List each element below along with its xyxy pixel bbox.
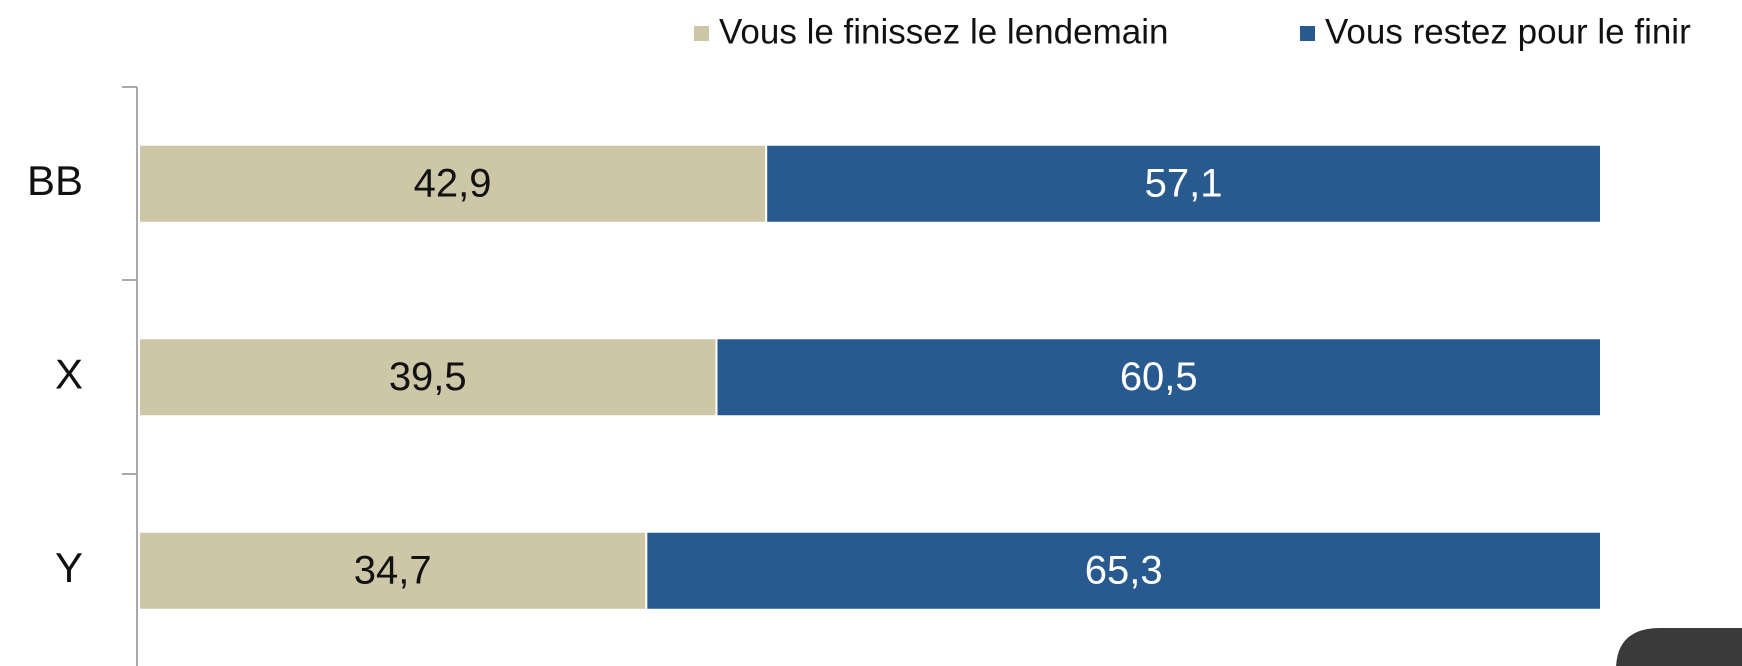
bar-segment: [645, 530, 1602, 611]
bar-segment: [765, 143, 1602, 224]
category-axis: [122, 86, 138, 666]
bar-segment: [138, 530, 648, 611]
data-label: 65,3: [1085, 548, 1163, 592]
data-label: 39,5: [389, 355, 467, 399]
legend-swatch: [1300, 26, 1315, 41]
legend-swatch: [694, 26, 709, 41]
data-label: 34,7: [354, 548, 432, 592]
category-label: Y: [55, 544, 83, 591]
data-label: 60,5: [1120, 355, 1198, 399]
data-label: 57,1: [1145, 161, 1223, 205]
overlay-button: [1616, 628, 1742, 666]
category-label: X: [55, 350, 83, 397]
legend-label: Vous le finissez le lendemain: [719, 12, 1168, 51]
bar-segment: [138, 143, 768, 224]
category-label: BB: [27, 157, 83, 204]
bar-segment: [138, 337, 718, 418]
data-label: 42,9: [414, 161, 492, 205]
legend-label: Vous restez pour le finir: [1325, 12, 1691, 51]
bar-segment: [715, 337, 1602, 418]
